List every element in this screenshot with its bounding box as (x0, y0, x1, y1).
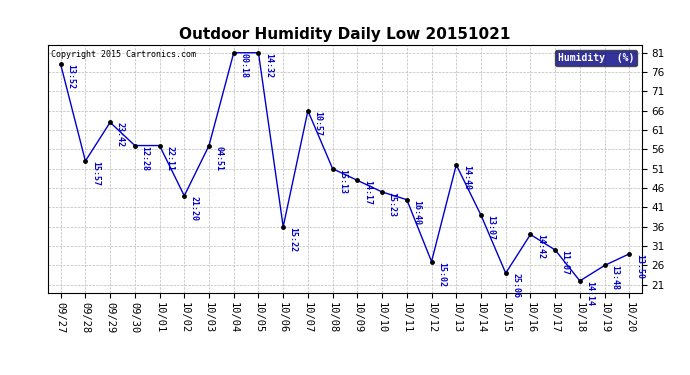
Text: 22:11: 22:11 (165, 146, 174, 171)
Text: 14:42: 14:42 (536, 234, 545, 260)
Text: 13:07: 13:07 (486, 215, 495, 240)
Text: 15:02: 15:02 (437, 262, 446, 286)
Text: 10:57: 10:57 (313, 111, 322, 136)
Text: 13:48: 13:48 (610, 266, 619, 290)
Title: Outdoor Humidity Daily Low 20151021: Outdoor Humidity Daily Low 20151021 (179, 27, 511, 42)
Text: 15:13: 15:13 (338, 169, 347, 194)
Text: 13:50: 13:50 (635, 254, 644, 279)
Text: 11:07: 11:07 (561, 250, 570, 275)
Text: 14:17: 14:17 (363, 180, 372, 206)
Text: 13:52: 13:52 (66, 64, 75, 89)
Text: 04:51: 04:51 (215, 146, 224, 171)
Text: 23:42: 23:42 (116, 122, 125, 147)
Text: 15:23: 15:23 (388, 192, 397, 217)
Text: Copyright 2015 Cartronics.com: Copyright 2015 Cartronics.com (51, 50, 196, 59)
Text: 00:18: 00:18 (239, 53, 248, 78)
Text: 15:57: 15:57 (91, 161, 100, 186)
Text: 12:28: 12:28 (140, 146, 150, 171)
Legend: Humidity  (%): Humidity (%) (555, 50, 637, 66)
Text: 14:40: 14:40 (462, 165, 471, 190)
Text: 14:32: 14:32 (264, 53, 273, 78)
Text: 25:06: 25:06 (511, 273, 520, 298)
Text: 21:20: 21:20 (190, 196, 199, 221)
Text: 14:14: 14:14 (585, 281, 595, 306)
Text: 15:22: 15:22 (288, 227, 298, 252)
Text: 16:40: 16:40 (413, 200, 422, 225)
